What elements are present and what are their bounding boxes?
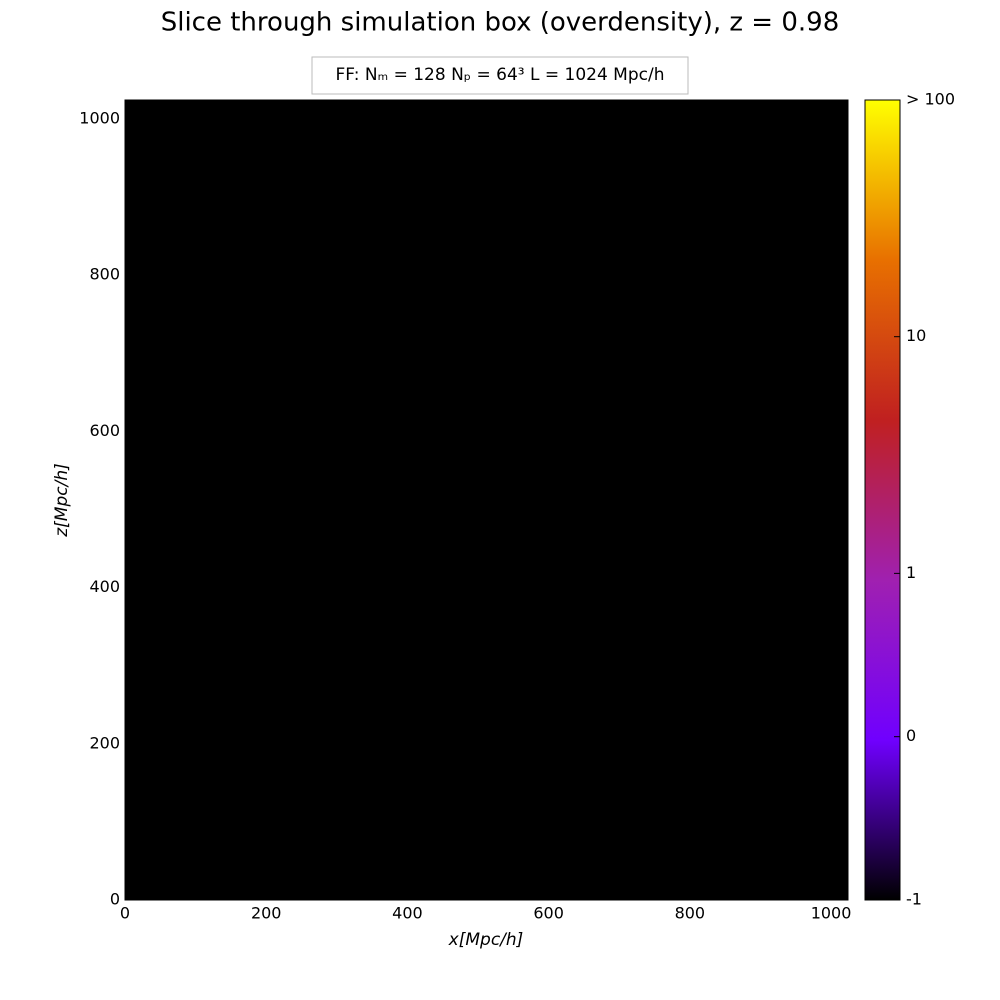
colorbar bbox=[864, 99, 901, 901]
x-tick-label: 0 bbox=[120, 904, 130, 923]
x-tick-label: 600 bbox=[533, 904, 564, 923]
colorbar-tick-label: > 100 bbox=[906, 90, 955, 109]
x-tick-label: 200 bbox=[251, 904, 282, 923]
chart-title: Slice through simulation box (overdensit… bbox=[161, 8, 840, 38]
plot-frame bbox=[124, 99, 849, 901]
x-axis-label: x[Mpc/h] bbox=[448, 930, 524, 950]
y-axis-label: z[Mpc/h] bbox=[52, 463, 72, 538]
y-tick-label: 1000 bbox=[79, 108, 120, 127]
colorbar-tick-label: 0 bbox=[906, 726, 916, 745]
x-tick-label: 1000 bbox=[811, 904, 852, 923]
y-tick-label: 400 bbox=[89, 577, 120, 596]
x-tick-label: 800 bbox=[675, 904, 706, 923]
y-tick-label: 600 bbox=[89, 421, 120, 440]
colorbar-tick-label: 1 bbox=[906, 563, 916, 582]
x-tick-label: 400 bbox=[392, 904, 423, 923]
colorbar-tick-label: -1 bbox=[906, 890, 922, 909]
y-tick-label: 0 bbox=[110, 890, 120, 909]
legend-box bbox=[311, 56, 689, 95]
colorbar-tick-label: 10 bbox=[906, 326, 926, 345]
legend-text: FF: Nₘ = 128 Nₚ = 64³ L = 1024 Mpc/h bbox=[336, 65, 665, 85]
density-field bbox=[125, 100, 848, 900]
y-tick-label: 800 bbox=[89, 265, 120, 284]
y-tick-label: 200 bbox=[89, 733, 120, 752]
